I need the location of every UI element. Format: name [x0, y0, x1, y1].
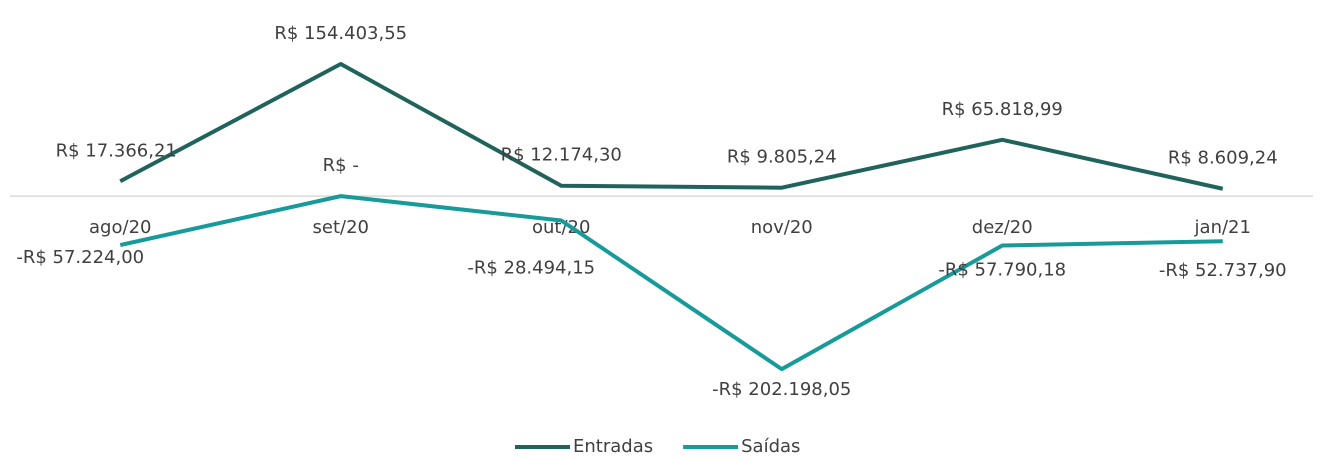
- x-tick-label: ago/20: [89, 217, 151, 238]
- data-label: -R$ 57.224,00: [16, 247, 144, 268]
- legend-label: Entradas: [573, 436, 653, 457]
- data-label: -R$ 52.737,90: [1159, 260, 1287, 281]
- data-label: -R$ 202.198,05: [712, 379, 851, 400]
- data-label: R$ 154.403,55: [274, 23, 407, 44]
- data-label: R$ 12.174,30: [501, 145, 622, 166]
- data-label: R$ 65.818,99: [942, 99, 1063, 120]
- data-label: -R$ 28.494,15: [467, 257, 595, 278]
- series-line: [119, 62, 1224, 191]
- data-label: R$ 17.366,21: [56, 140, 177, 161]
- series-line: [119, 194, 1223, 372]
- x-tick-label: nov/20: [751, 217, 813, 238]
- x-tick-label: jan/21: [1194, 217, 1251, 238]
- data-label: -R$ 57.790,18: [938, 260, 1066, 281]
- x-tick-label: dez/20: [972, 217, 1033, 238]
- data-label: R$ 9.805,24: [727, 147, 837, 168]
- data-label: R$ 8.609,24: [1168, 148, 1278, 169]
- x-tick-label: set/20: [313, 217, 369, 238]
- legend-label: Saídas: [741, 436, 800, 457]
- data-label: R$ -: [323, 155, 359, 176]
- x-tick-label: out/20: [532, 217, 590, 238]
